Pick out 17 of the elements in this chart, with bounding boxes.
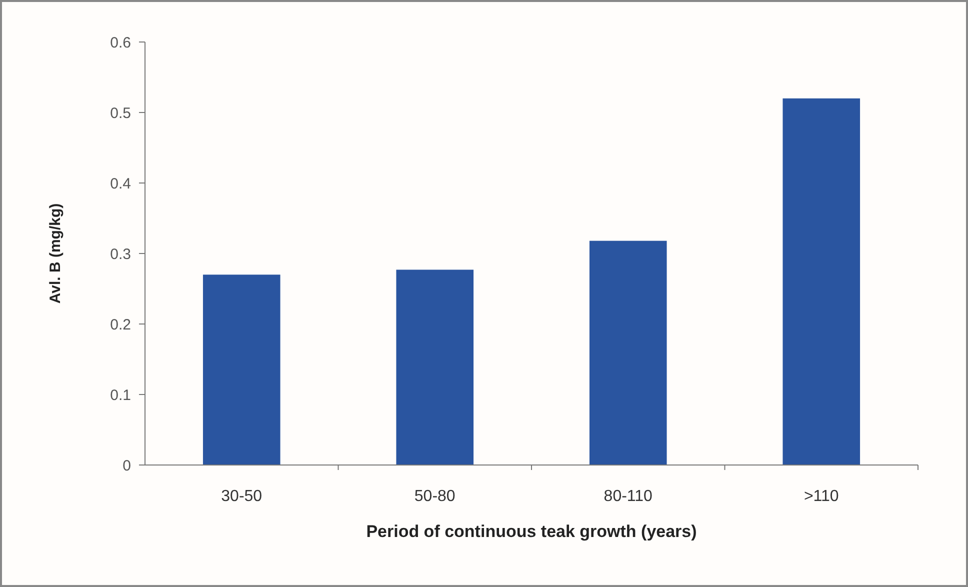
y-tick-label: 0.5 — [110, 104, 131, 122]
y-tick-label: 0.6 — [110, 34, 131, 52]
x-tick-label: >110 — [804, 488, 839, 505]
x-tick-label: 50-80 — [414, 488, 456, 505]
x-axis-title: Period of continuous teak growth (years) — [366, 522, 697, 541]
bar — [782, 98, 860, 465]
bar — [589, 240, 667, 465]
y-tick-label: 0 — [122, 457, 131, 474]
x-tick-label: 30-50 — [221, 488, 262, 505]
y-tick-label: 0.3 — [110, 246, 131, 263]
y-tick-label: 0.1 — [110, 386, 131, 404]
y-tick-label: 0.2 — [110, 316, 131, 334]
y-tick-label: 0.4 — [110, 175, 131, 192]
x-tick-label: 80-110 — [604, 488, 653, 505]
y-axis-title: Avl. B (mg/kg) — [47, 203, 64, 304]
bar — [202, 274, 280, 465]
bar — [396, 270, 474, 465]
